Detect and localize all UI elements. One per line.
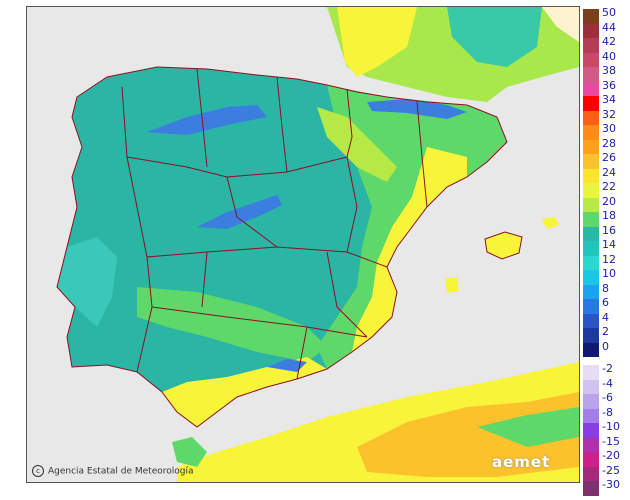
legend-swatch (583, 81, 599, 96)
legend-swatch (583, 394, 599, 409)
africa-green (477, 407, 579, 447)
legend-label: 50 (602, 6, 616, 19)
legend-label: 8 (602, 281, 609, 295)
outside-domain (542, 7, 579, 42)
legend-swatch (583, 9, 599, 24)
legend-label: 20 (602, 194, 616, 208)
legend-label: 2 (602, 325, 609, 338)
legend-swatch (583, 154, 599, 169)
legend-label: -20 (602, 449, 620, 462)
legend-label: 44 (602, 20, 616, 34)
legend-swatch (583, 466, 599, 481)
legend-swatch (583, 379, 599, 394)
legend-swatch (583, 241, 599, 256)
guadalquivir-green (137, 287, 327, 362)
legend-swatch (583, 452, 599, 467)
legend-label: 10 (602, 267, 616, 280)
legend-swatch (583, 139, 599, 154)
legend-label: 32 (602, 107, 616, 121)
legend-label: 18 (602, 209, 616, 222)
credit-text: Agencia Estatal de Meteorología (48, 466, 194, 477)
legend-swatch (583, 313, 599, 328)
temperature-map (27, 7, 579, 482)
south-coast-yellow (162, 357, 327, 427)
legend-swatch (583, 255, 599, 270)
legend-label: 16 (602, 223, 616, 237)
gibraltar-strait (172, 437, 207, 467)
legend-swatch (583, 125, 599, 140)
legend-swatch (583, 328, 599, 343)
region-borders (56, 66, 523, 428)
ebro-valley (317, 107, 397, 182)
legend-swatch (583, 342, 599, 357)
legend-label: -30 (602, 478, 620, 491)
central-system-blue (197, 195, 282, 229)
legend-label: 26 (602, 151, 616, 164)
portugal-light (57, 237, 117, 327)
legend-swatch (583, 408, 599, 423)
legend-swatch (583, 197, 599, 212)
legend-label: 6 (602, 296, 609, 309)
ibiza (445, 277, 459, 293)
legend-label: 42 (602, 35, 616, 48)
legend-label: 38 (602, 64, 616, 77)
east-coast-yellow (352, 147, 467, 352)
legend-label: 24 (602, 165, 616, 179)
legend-swatch (583, 437, 599, 452)
map-frame (26, 6, 580, 483)
cantabrian-blue (147, 105, 267, 135)
copyright-icon: c (32, 465, 44, 477)
legend-swatch (583, 38, 599, 53)
legend-swatch (583, 52, 599, 67)
legend-swatch (583, 183, 599, 198)
alps-green (447, 7, 542, 67)
legend-label: -10 (602, 420, 620, 433)
legend-swatch (583, 423, 599, 438)
legend-swatch (583, 23, 599, 38)
legend-swatch (583, 481, 599, 496)
legend-label: 12 (602, 252, 616, 266)
credit-line: c Agencia Estatal de Meteorología (32, 465, 194, 477)
legend-swatch (583, 110, 599, 125)
menorca (542, 217, 559, 229)
legend-swatch (583, 270, 599, 285)
legend-swatch (583, 168, 599, 183)
legend-label: 40 (602, 49, 616, 63)
legend-label: 4 (602, 310, 609, 324)
temperature-legend: 50 44 42 40 38 36 34 32 30 28 26 24 22 20 18 16 14 12 10 8 6… (583, 6, 630, 496)
legend-label: 28 (602, 136, 616, 150)
legend-label: -4 (602, 376, 613, 390)
mallorca (485, 232, 522, 259)
legend-swatch (583, 284, 599, 299)
legend-swatch (583, 226, 599, 241)
legend-swatch (583, 212, 599, 227)
aemet-logo: aemet (492, 453, 551, 471)
legend-label: 22 (602, 180, 616, 193)
france-yellow (337, 7, 417, 77)
legend-swatch (583, 365, 599, 380)
africa-orange (357, 392, 579, 477)
legend-label: -2 (602, 362, 613, 375)
legend-label: 0 (602, 339, 609, 353)
legend-label: 36 (602, 78, 616, 92)
legend-swatch (583, 67, 599, 82)
legend-swatch (583, 96, 599, 111)
legend-label: 14 (602, 238, 616, 251)
legend-swatch (583, 299, 599, 314)
legend-label: 34 (602, 93, 616, 106)
legend-label: -8 (602, 405, 613, 419)
legend-label: -6 (602, 391, 613, 404)
sierra-nevada-blue (267, 359, 307, 372)
legend-label: -25 (602, 463, 620, 477)
legend-label: -15 (602, 434, 620, 448)
legend-label: 30 (602, 122, 616, 135)
pyrenees-blue (367, 99, 467, 119)
